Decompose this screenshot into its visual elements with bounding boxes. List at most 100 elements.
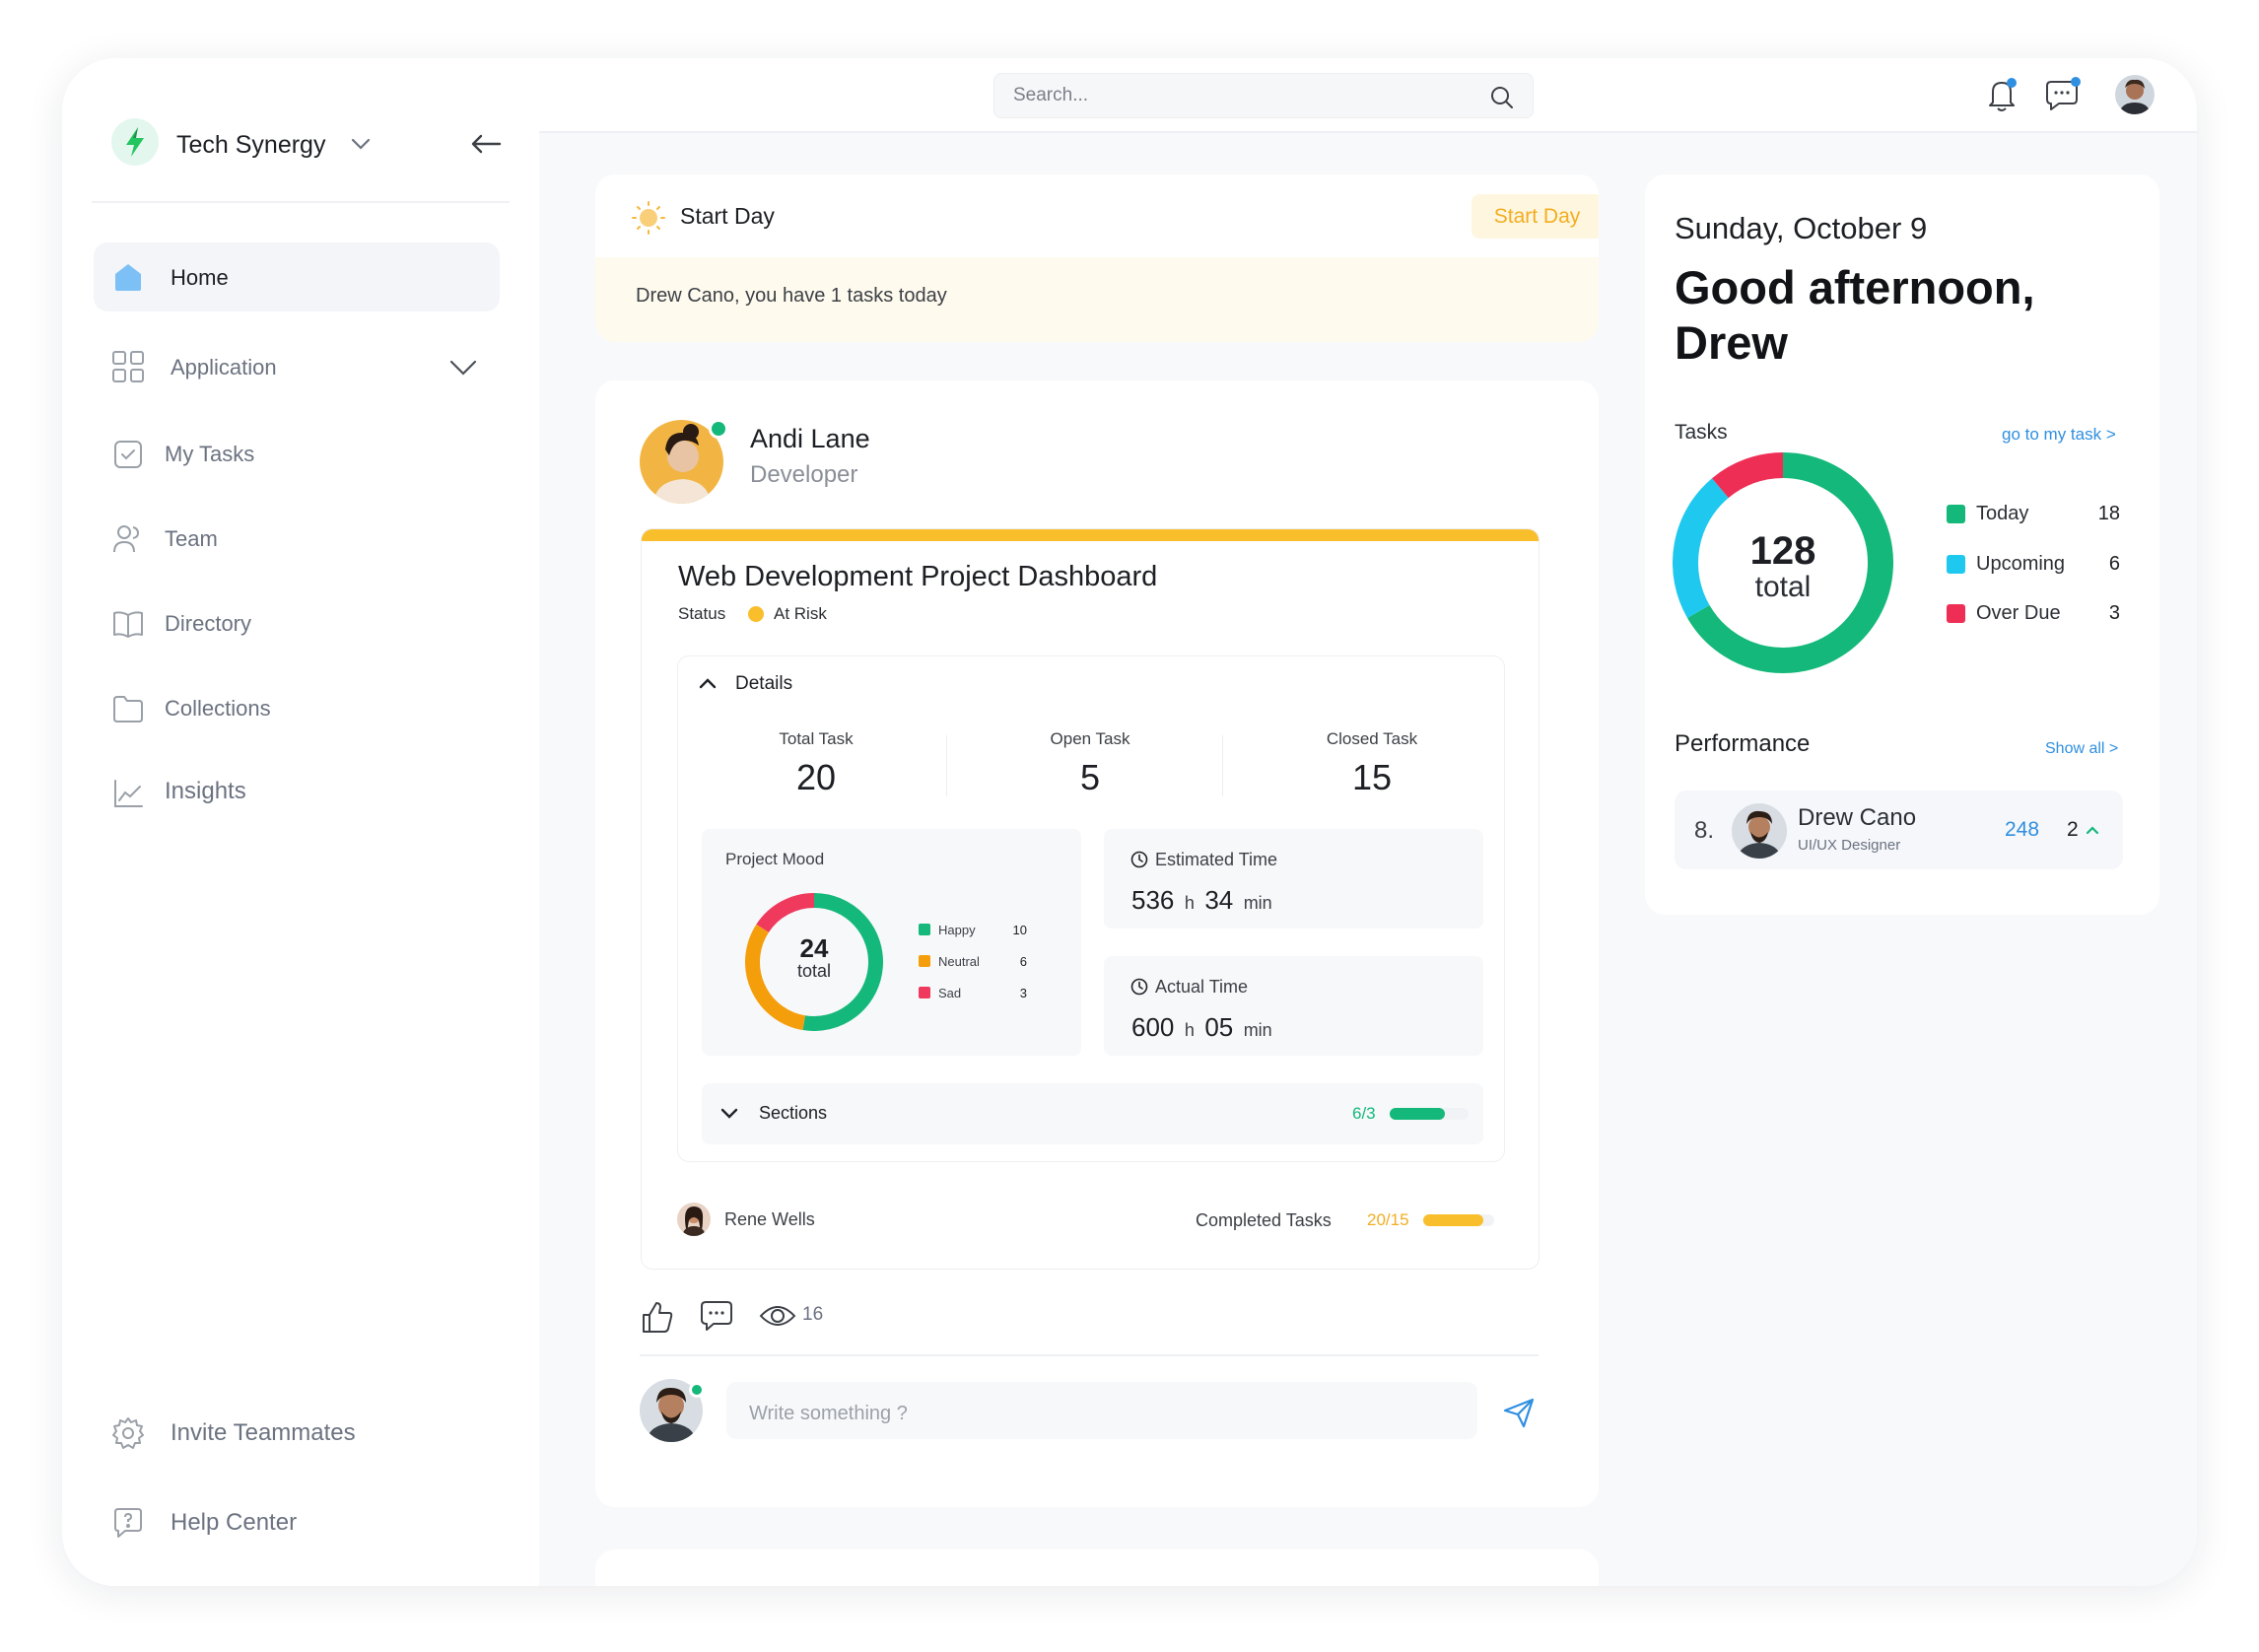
donut-segment-today — [1687, 452, 1893, 673]
assignee-name[interactable]: Rene Wells — [724, 1209, 815, 1229]
legend-value: 3 — [2108, 602, 2120, 624]
gear-icon — [111, 1416, 145, 1450]
search-icon[interactable] — [1489, 85, 1515, 110]
legend-label: Neutral — [938, 954, 980, 969]
start-day-card: Start Day Start Day Drew Cano, you have … — [595, 174, 1599, 342]
mood-total-label: total — [796, 961, 832, 981]
details-toggle[interactable]: Details — [735, 673, 793, 694]
performer-name[interactable]: Drew Cano — [1798, 804, 1917, 831]
sidebar-item-team[interactable]: Team — [165, 526, 218, 551]
actual-time-box: Actual Time 600 h 05 min — [1104, 956, 1483, 1056]
collapse-sidebar-icon[interactable] — [470, 133, 502, 155]
start-day-button[interactable]: Start Day — [1472, 194, 1599, 239]
go-to-my-task-link[interactable]: go to my task > — [2002, 425, 2116, 444]
status-badge: At Risk — [774, 604, 827, 623]
online-status-indicator — [709, 419, 728, 439]
chevron-down-icon[interactable] — [350, 137, 372, 151]
legend-swatch — [919, 987, 930, 998]
sidebar-item-directory[interactable]: Directory — [165, 611, 252, 636]
users-icon — [111, 522, 145, 556]
project-mood-title: Project Mood — [725, 850, 825, 868]
legend-value: 6 — [1019, 954, 1027, 969]
stat-divider — [1222, 735, 1223, 796]
mood-donut-chart — [745, 893, 883, 1031]
user-avatar[interactable] — [2115, 75, 2155, 114]
sidebar-item-collections[interactable]: Collections — [165, 696, 271, 721]
author-name[interactable]: Andi Lane — [750, 424, 870, 453]
eye-icon[interactable] — [759, 1302, 796, 1330]
show-all-link[interactable]: Show all > — [2045, 740, 2119, 757]
legend-label: Today — [1976, 503, 2029, 524]
stat-value: 15 — [1351, 757, 1393, 797]
actual-time-value: 600 h 05 min — [1131, 1012, 1272, 1043]
sidebar-item-label[interactable]: Home — [171, 265, 229, 290]
chart-line-icon — [111, 777, 145, 810]
chat-icon[interactable] — [2043, 76, 2083, 113]
search-input[interactable]: Search... — [993, 73, 1534, 118]
sidebar-item-my-tasks[interactable]: My Tasks — [165, 442, 255, 466]
brand-name[interactable]: Tech Synergy — [176, 131, 326, 159]
views-count: 16 — [802, 1304, 824, 1325]
estimated-minutes: 34 — [1204, 885, 1234, 915]
legend-label: Sad — [938, 986, 962, 1000]
chevron-down-icon[interactable] — [448, 359, 478, 377]
chevron-down-icon[interactable] — [719, 1107, 739, 1121]
assignee-avatar[interactable] — [677, 1203, 711, 1236]
completed-tasks-count: 20/15 — [1367, 1210, 1409, 1229]
help-center-link[interactable]: Help Center — [171, 1509, 298, 1536]
sections-progress-bar — [1390, 1108, 1469, 1120]
online-status-indicator — [689, 1382, 705, 1398]
tasks-today-message: Drew Cano, you have 1 tasks today — [636, 285, 947, 307]
legend-label: Upcoming — [1976, 553, 2066, 575]
send-icon[interactable] — [1502, 1397, 1536, 1428]
greeting-line-2: Drew — [1675, 316, 1788, 369]
minutes-unit: min — [1243, 893, 1272, 913]
stat-label: Open Task — [1050, 729, 1130, 748]
search-placeholder: Search... — [1013, 85, 1089, 105]
hours-unit: h — [1184, 1020, 1195, 1040]
donut-segment-upcoming — [1673, 478, 1730, 618]
completed-tasks-label: Completed Tasks — [1196, 1210, 1332, 1230]
status-dot — [748, 606, 764, 622]
author-avatar[interactable] — [640, 420, 723, 504]
comment-icon[interactable] — [698, 1298, 735, 1334]
legend-swatch — [1947, 505, 1965, 523]
performer-avatar[interactable] — [1732, 803, 1787, 859]
legend-swatch — [1947, 604, 1965, 623]
estimated-time-label: Estimated Time — [1155, 850, 1278, 869]
bell-icon[interactable] — [1984, 76, 2019, 113]
legend-value: 18 — [2097, 503, 2120, 524]
actual-minutes: 05 — [1204, 1012, 1234, 1042]
sections-count: 6/3 — [1352, 1104, 1376, 1123]
legend-label: Over Due — [1976, 602, 2061, 624]
like-icon[interactable] — [640, 1299, 675, 1335]
sections-label[interactable]: Sections — [759, 1103, 828, 1123]
completed-progress-fill — [1423, 1214, 1484, 1226]
legend-value: 3 — [1019, 986, 1027, 1000]
legend-swatch — [919, 924, 930, 935]
sidebar-item-application[interactable]: Application — [171, 355, 277, 379]
completed-progress-bar — [1423, 1214, 1494, 1226]
next-post-card — [595, 1549, 1599, 1586]
chevron-up-icon[interactable] — [698, 676, 718, 690]
sections-row[interactable]: Sections 6/3 — [702, 1083, 1483, 1144]
performance-row[interactable]: 8. Drew Cano UI/UX Designer 248 2 — [1675, 791, 2123, 869]
comment-input[interactable]: Write something ? — [726, 1382, 1477, 1439]
performance-rank: 8. — [1694, 817, 1715, 844]
home-icon — [111, 260, 145, 294]
stat-label: Total Task — [779, 729, 854, 748]
start-day-banner: Drew Cano, you have 1 tasks today — [595, 257, 1599, 342]
performer-role: UI/UX Designer — [1798, 837, 1901, 854]
sidebar-item-insights[interactable]: Insights — [165, 778, 246, 804]
post-divider — [640, 1354, 1539, 1356]
sidebar-item-home[interactable] — [94, 242, 500, 311]
project-title[interactable]: Web Development Project Dashboard — [678, 561, 1158, 592]
brand-logo-icon[interactable] — [111, 118, 159, 166]
invite-teammates-link[interactable]: Invite Teammates — [171, 1419, 356, 1446]
tasks-total: 128 — [1749, 529, 1816, 573]
greeting-line-1: Good afternoon, — [1675, 261, 2035, 313]
tasks-title: Tasks — [1675, 421, 1728, 444]
start-day-title: Start Day — [680, 203, 775, 229]
hours-unit: h — [1184, 893, 1195, 913]
project-card: Web Development Project Dashboard Status… — [641, 528, 1540, 1270]
